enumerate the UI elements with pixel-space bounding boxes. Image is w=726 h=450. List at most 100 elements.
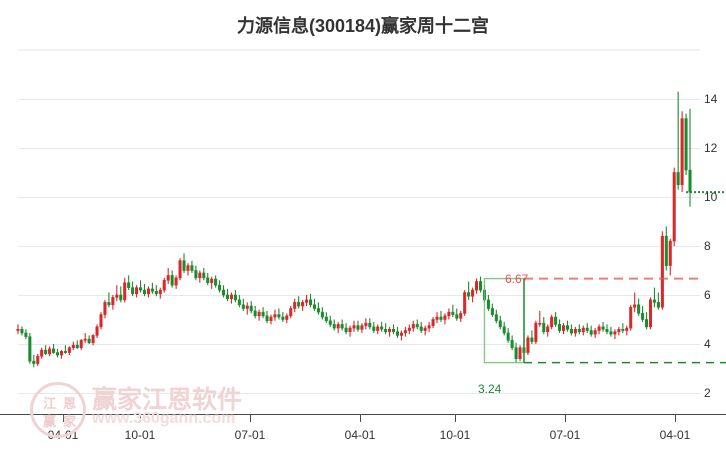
candle-body bbox=[316, 308, 320, 313]
resistance-price-label: 6.67 bbox=[505, 272, 529, 286]
candle-body bbox=[641, 313, 645, 320]
candle-body bbox=[648, 299, 653, 328]
candle-body bbox=[451, 311, 455, 315]
candle-body bbox=[399, 332, 403, 336]
candle-body bbox=[20, 328, 24, 334]
candle-body bbox=[194, 270, 198, 279]
candle-body bbox=[364, 322, 368, 326]
candle-body bbox=[154, 291, 158, 295]
candle-body bbox=[542, 322, 546, 333]
candle-body bbox=[79, 340, 83, 348]
candle-body bbox=[297, 302, 301, 307]
candle-body bbox=[494, 314, 498, 322]
candle-body bbox=[249, 305, 253, 312]
gann-box bbox=[483, 277, 525, 364]
candle-body bbox=[91, 335, 95, 344]
candle-body bbox=[502, 326, 506, 334]
candle-body bbox=[392, 328, 396, 333]
candle-body bbox=[561, 325, 566, 331]
candle-body bbox=[585, 327, 589, 331]
candle-body bbox=[554, 316, 558, 325]
candle-body bbox=[368, 322, 372, 328]
candle-body bbox=[380, 326, 384, 330]
candle-body bbox=[202, 272, 206, 279]
candle-body bbox=[24, 332, 28, 337]
x-axis-tick-label: 07-01 bbox=[549, 428, 581, 442]
candle-body bbox=[530, 337, 534, 342]
candle-body bbox=[16, 328, 20, 331]
candle-body bbox=[403, 330, 407, 334]
candle-body bbox=[305, 299, 309, 303]
candle-body bbox=[293, 302, 297, 309]
candle-body bbox=[75, 344, 79, 348]
candle-body bbox=[83, 338, 87, 341]
x-axis-tick-label: 04-01 bbox=[47, 428, 79, 442]
candle-body bbox=[589, 330, 593, 335]
candle-body bbox=[146, 288, 150, 295]
candle-body bbox=[229, 294, 233, 299]
candle-body bbox=[490, 308, 494, 315]
x-axis-tick-label: 10-01 bbox=[124, 428, 156, 442]
candle-body bbox=[565, 325, 570, 330]
candle-body bbox=[550, 316, 554, 328]
candle-body bbox=[222, 289, 226, 296]
candle-body bbox=[447, 311, 451, 317]
x-axis-tick-label: 10-01 bbox=[439, 428, 471, 442]
candle-body bbox=[245, 305, 249, 309]
candle-body bbox=[162, 279, 166, 291]
candle-body bbox=[320, 311, 324, 318]
candle-body bbox=[123, 282, 127, 301]
candle-body bbox=[111, 297, 115, 306]
candle-body bbox=[55, 352, 60, 356]
candle-body bbox=[668, 240, 672, 266]
candle-body bbox=[526, 337, 530, 353]
candle-body bbox=[107, 302, 111, 306]
candle-body bbox=[328, 320, 332, 325]
candle-body bbox=[348, 327, 352, 333]
candle-body bbox=[601, 326, 605, 330]
candle-body bbox=[352, 325, 356, 329]
candle-body bbox=[170, 275, 174, 286]
candle-body bbox=[680, 118, 684, 186]
candle-body bbox=[467, 292, 471, 297]
candle-body bbox=[415, 324, 419, 328]
y-axis-tick-label: 14 bbox=[704, 92, 718, 106]
candle-body bbox=[645, 319, 649, 328]
x-axis-tick-label: 04-01 bbox=[344, 428, 376, 442]
candle-body bbox=[652, 299, 656, 303]
candle-body bbox=[558, 324, 562, 331]
candle-body bbox=[514, 347, 518, 359]
candle-body bbox=[376, 326, 380, 331]
candle-body bbox=[435, 316, 439, 320]
candle-body bbox=[237, 299, 241, 306]
candle-body bbox=[95, 326, 99, 336]
candle-body bbox=[142, 289, 147, 295]
candle-body bbox=[427, 325, 431, 329]
candle-body bbox=[617, 328, 621, 333]
candle-body bbox=[32, 360, 36, 364]
y-axis-tick-label: 4 bbox=[704, 337, 711, 351]
candle-body bbox=[506, 332, 510, 341]
candle-body bbox=[198, 272, 202, 279]
candle-body bbox=[277, 314, 281, 318]
candle-body bbox=[127, 282, 131, 288]
candle-body bbox=[332, 324, 336, 329]
y-axis-tick-label: 2 bbox=[704, 386, 711, 400]
candle-body bbox=[569, 328, 573, 334]
candle-body bbox=[684, 118, 688, 171]
support-price-label: 3.24 bbox=[478, 382, 502, 396]
candle-body bbox=[384, 328, 388, 333]
candle-body bbox=[336, 324, 340, 329]
candle-body bbox=[625, 327, 629, 331]
candle-body bbox=[534, 322, 538, 342]
x-axis-tick-label: 07-01 bbox=[234, 428, 266, 442]
candle-series bbox=[16, 91, 692, 368]
candle-body bbox=[510, 340, 514, 348]
candle-body bbox=[253, 310, 257, 317]
candle-body bbox=[621, 328, 625, 331]
candle-body bbox=[273, 314, 277, 318]
y-axis-tick-label: 8 bbox=[704, 239, 711, 253]
candle-body bbox=[344, 327, 348, 333]
candle-body bbox=[613, 331, 617, 335]
